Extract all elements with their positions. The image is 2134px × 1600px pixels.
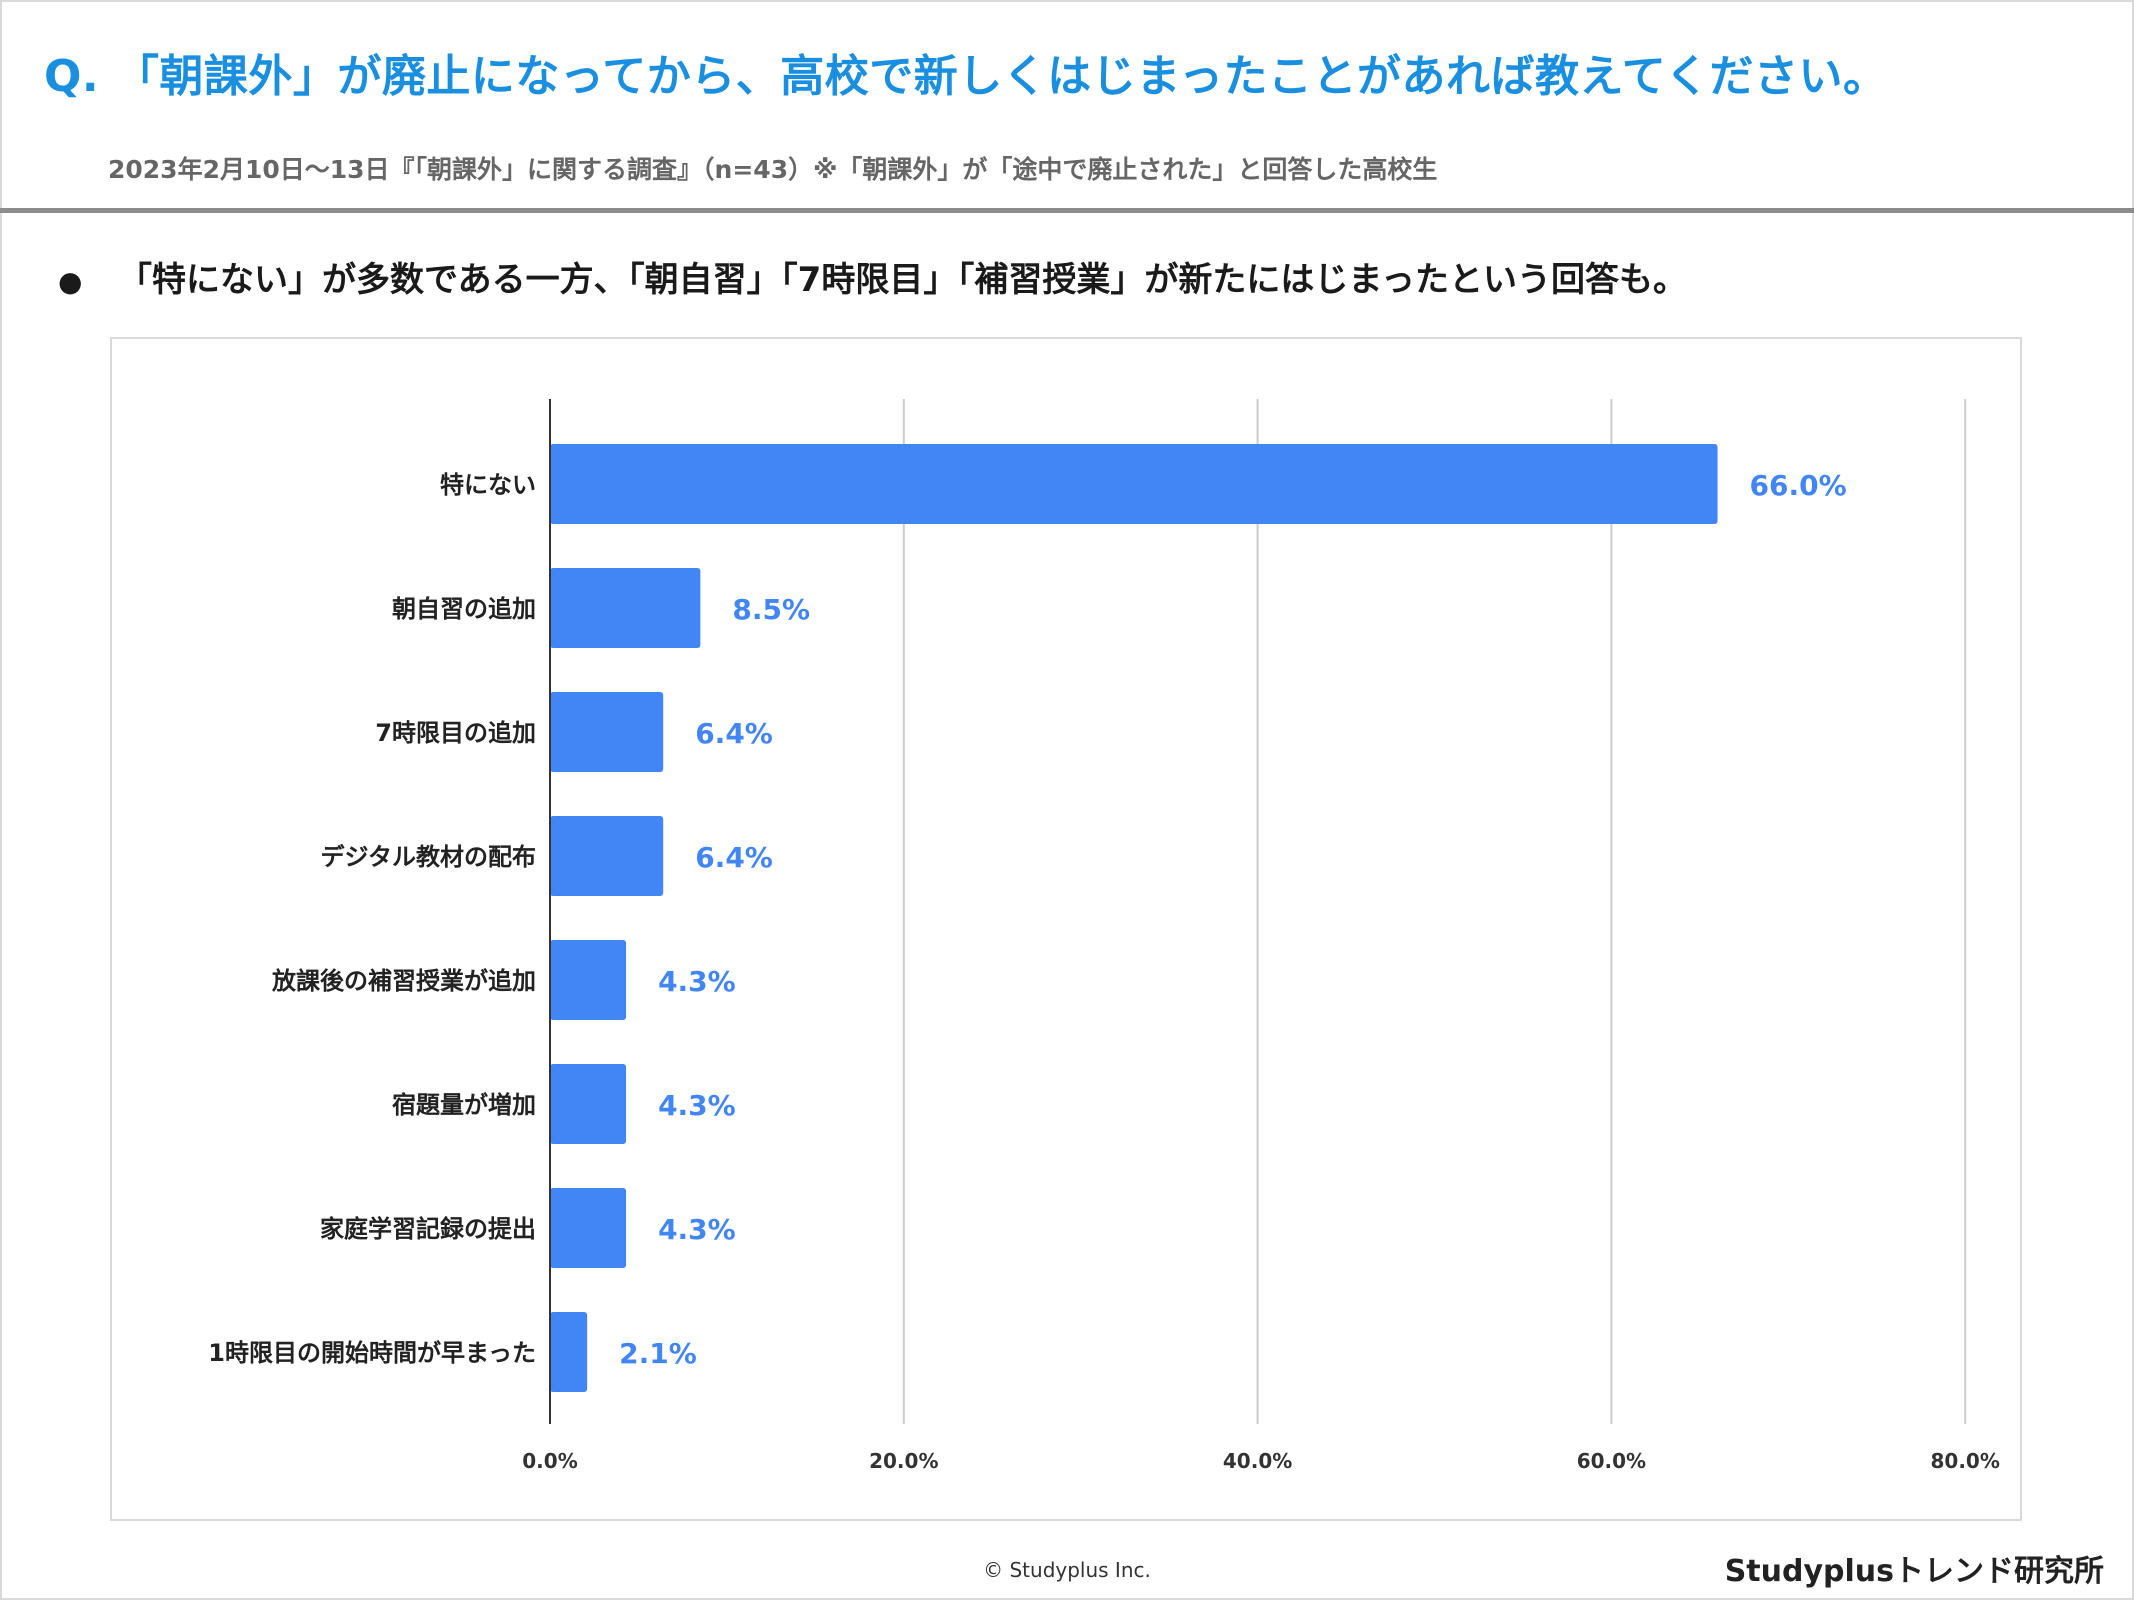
data-label: 2.1% (619, 1337, 697, 1370)
footer-brand-logo: Studyplusトレンド研究所 (1724, 1554, 2104, 1589)
data-label: 4.3% (658, 965, 736, 998)
x-tick-label: 80.0% (1931, 1449, 2000, 1473)
data-label: 66.0% (1750, 469, 1847, 502)
data-label: 4.3% (658, 1213, 736, 1246)
bar (550, 692, 664, 772)
bar (550, 940, 627, 1020)
category-label: 放課後の補習授業が追加 (271, 967, 536, 995)
category-label: 家庭学習記録の提出 (320, 1215, 536, 1243)
category-label: 宿題量が増加 (392, 1091, 536, 1119)
category-label: 1時限目の開始時間が早まった (208, 1339, 536, 1367)
header-divider (0, 208, 2134, 213)
category-label: 特にない (440, 471, 536, 499)
x-tick-label: 60.0% (1577, 1449, 1646, 1473)
summary-bullet: ● 「特にない」が多数である一方、「朝自習」「7時限目」「補習授業」が新たにはじま… (58, 252, 2098, 301)
survey-subtitle: 2023年2月10日～13日『「朝課外」に関する調査』（n=43）※「朝課外」が… (108, 155, 1438, 184)
page-title: Q. 「朝課外」が廃止になってから、高校で新しくはじまったことがあれば教えてくだ… (44, 51, 1888, 102)
summary-text: 「特にない」が多数である一方、「朝自習」「7時限目」「補習授業」が新たにはじまっ… (118, 260, 1687, 300)
x-tick-label: 0.0% (522, 1449, 577, 1473)
bullet-dot-icon: ● (58, 265, 83, 298)
bar (550, 568, 701, 648)
x-tick-label: 20.0% (869, 1449, 938, 1473)
data-label: 6.4% (695, 717, 773, 750)
bar (550, 444, 1718, 524)
bar-chart: 特にない 66.0% 朝自習の追加 8.5% 7時限目の追加 6.4% デジタル教材の配布 6… (208, 399, 2000, 1473)
bar (550, 1188, 627, 1268)
data-label: 6.4% (695, 841, 773, 874)
x-tick-label: 40.0% (1223, 1449, 1292, 1473)
category-label: 朝自習の追加 (392, 595, 536, 623)
bar (550, 1312, 588, 1392)
data-label: 4.3% (658, 1089, 736, 1122)
footer-copyright: © Studyplus Inc. (983, 1558, 1151, 1582)
data-label: 8.5% (732, 593, 810, 626)
category-label: デジタル教材の配布 (320, 843, 536, 871)
chart-container: 特にない 66.0% 朝自習の追加 8.5% 7時限目の追加 6.4% デジタル教材の配布 6… (110, 337, 2022, 1521)
bar (550, 816, 664, 896)
category-label: 7時限目の追加 (375, 719, 536, 747)
bar (550, 1064, 627, 1144)
